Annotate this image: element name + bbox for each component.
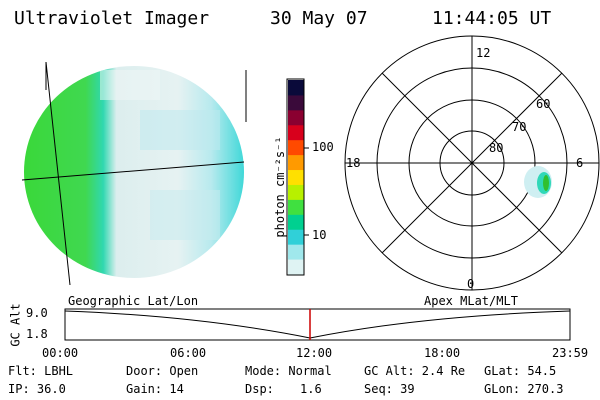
colorbar: [286, 78, 309, 276]
timeline-xtick: 12:00: [296, 346, 333, 360]
status-ip: IP: 36.0: [8, 382, 66, 396]
colorbar-band: [288, 94, 304, 111]
instrument-title: Ultraviolet Imager: [14, 8, 210, 29]
timeline-axis-title: GC Alt: [8, 303, 23, 347]
lat-label-70: 70: [512, 120, 527, 134]
status-glat: GLat: 54.5: [484, 364, 557, 378]
mlt-label-6: 6: [576, 156, 584, 170]
timeline-right-label: Apex MLat/MLT: [424, 294, 518, 308]
uv-earth-image: [21, 61, 247, 286]
timeline-xtick: 18:00: [424, 346, 461, 360]
polar-plot: [344, 35, 600, 291]
colorbar-unit-label: photon cm⁻²s⁻¹: [273, 136, 287, 238]
altitude-timeline: [64, 308, 571, 341]
timeline-ytick-high: 9.0: [26, 306, 48, 320]
colorbar-band: [288, 244, 304, 260]
status-filter: Flt: LBHL: [8, 364, 74, 378]
longitude-line: [45, 61, 71, 286]
timeline-ytick-low: 1.8: [26, 327, 48, 341]
lat-label-60: 60: [536, 97, 551, 111]
timeline-xtick: 06:00: [170, 346, 207, 360]
colorbar-band: [288, 199, 304, 215]
colorbar-band: [288, 214, 304, 230]
status-mode: Mode: Normal: [245, 364, 332, 378]
date-label: 30 May 07: [270, 8, 368, 29]
colorbar-band: [288, 184, 304, 200]
status-dsp-label: Dsp:: [245, 382, 274, 396]
status-gain: Gain: 14: [126, 382, 184, 396]
status-seq: Seq: 39: [364, 382, 415, 396]
timeline-xtick: 23:59: [552, 346, 589, 360]
status-glon: GLon: 270.3: [484, 382, 564, 396]
latitude-line: [21, 161, 245, 181]
time-label: 11:44:05 UT: [432, 8, 552, 29]
colorbar-band: [288, 154, 304, 171]
colorbar-tick-100: 100: [312, 140, 334, 154]
colorbar-band: [288, 259, 304, 275]
lat-label-80: 80: [489, 141, 504, 155]
colorbar-band: [288, 124, 304, 141]
status-gc-alt: GC Alt: 2.4 Re: [364, 364, 466, 378]
colorbar-band: [288, 139, 304, 156]
colorbar-band: [288, 169, 304, 185]
colorbar-band: [288, 109, 304, 126]
mlt-label-18: 18: [346, 156, 361, 170]
mlt-label-12: 12: [476, 46, 491, 60]
mlt-label-0: 0: [467, 277, 475, 291]
colorbar-band: [288, 229, 304, 245]
colorbar-tick-10: 10: [312, 228, 327, 242]
timeline-left-label: Geographic Lat/Lon: [68, 294, 199, 308]
status-door: Door: Open: [126, 364, 199, 378]
timeline-xtick: 00:00: [42, 346, 79, 360]
status-dsp-value: 1.6: [300, 382, 322, 396]
colorbar-band: [288, 80, 304, 96]
